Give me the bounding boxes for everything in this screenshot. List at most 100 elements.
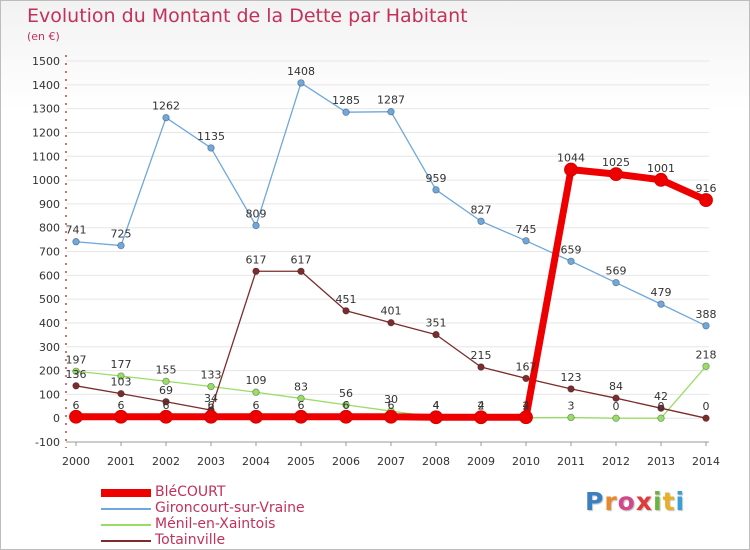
y-tick-label: 700	[39, 246, 60, 259]
y-tick-label: 600	[39, 269, 60, 282]
data-point	[162, 113, 170, 122]
data-point	[72, 238, 80, 246]
data-point	[657, 414, 665, 422]
data-label: 218	[696, 348, 717, 361]
data-label: 2	[478, 400, 485, 413]
x-tick-label: 2005	[287, 455, 315, 468]
data-point	[612, 394, 620, 402]
y-tick-label: 1200	[32, 126, 60, 139]
data-point	[567, 385, 575, 393]
data-point	[702, 414, 710, 422]
data-label: 4	[433, 399, 440, 412]
data-point	[429, 410, 443, 425]
y-tick-label: 500	[39, 293, 60, 306]
data-point	[522, 374, 530, 383]
data-label: 1025	[602, 156, 630, 169]
data-point	[342, 401, 350, 409]
legend-label: Ménil-en-Xaintois	[155, 516, 276, 532]
data-label: 197	[66, 353, 87, 366]
data-label: 827	[471, 203, 492, 216]
data-point	[564, 162, 578, 177]
logo-letter: r	[604, 487, 618, 516]
y-tick-label: 1500	[32, 55, 60, 68]
legend-swatch	[101, 540, 151, 542]
data-point	[522, 237, 530, 245]
data-point	[477, 363, 485, 371]
y-tick-label: 100	[39, 388, 60, 401]
data-label: 6	[208, 399, 215, 412]
data-point	[339, 409, 353, 424]
y-tick-label: 900	[39, 198, 60, 211]
chart-subtitle: (en €)	[27, 30, 60, 43]
data-point	[162, 377, 170, 385]
data-point	[72, 382, 80, 390]
y-tick-label: 1400	[32, 79, 60, 92]
data-point	[72, 367, 80, 375]
data-point	[612, 278, 620, 287]
data-label: 6	[163, 399, 170, 412]
data-point	[117, 389, 125, 398]
y-tick-label: 0	[53, 412, 60, 425]
x-tick-label: 2002	[152, 455, 180, 468]
y-tick-label: 1000	[32, 174, 60, 187]
data-label: 6	[388, 399, 395, 412]
data-label: 0	[613, 400, 620, 413]
data-point	[117, 372, 125, 380]
legend-swatch	[101, 524, 151, 526]
data-label: 56	[339, 387, 353, 400]
data-label: 745	[516, 223, 537, 236]
data-label: 1262	[152, 100, 180, 113]
proxiti-logo: Proxiti	[585, 487, 685, 516]
data-point	[249, 409, 263, 424]
logo-letter: x	[635, 487, 653, 516]
x-tick-label: 2000	[62, 455, 90, 468]
data-label: 30	[384, 393, 398, 406]
data-label: 4	[433, 399, 440, 412]
data-label: 569	[606, 265, 627, 278]
data-point	[384, 409, 398, 424]
x-tick-label: 2009	[467, 455, 495, 468]
logo-letter: i	[653, 487, 663, 516]
x-tick-label: 2014	[692, 455, 720, 468]
x-tick-label: 2013	[647, 455, 675, 468]
data-label: 6	[298, 399, 305, 412]
data-label: 69	[159, 384, 173, 397]
data-label: 1285	[332, 94, 360, 107]
data-point	[342, 108, 350, 116]
data-point	[477, 217, 485, 225]
data-label: 4	[478, 399, 485, 412]
x-tick-label: 2006	[332, 455, 360, 468]
legend-swatch	[101, 508, 151, 510]
data-label: 809	[246, 208, 267, 221]
logo-letter: t	[662, 487, 676, 516]
data-label: 451	[336, 293, 357, 306]
data-point	[702, 322, 710, 330]
x-tick-label: 2010	[512, 455, 540, 468]
x-tick-label: 2008	[422, 455, 450, 468]
data-label: 3	[568, 399, 575, 412]
legend-label: Gironcourt-sur-Vraine	[155, 500, 305, 516]
data-label: 659	[561, 243, 582, 256]
data-point	[297, 267, 305, 275]
y-tick-label: 800	[39, 222, 60, 235]
data-label: 83	[294, 380, 308, 393]
data-point	[609, 167, 623, 182]
data-label: 103	[111, 376, 132, 389]
data-label: 1001	[647, 162, 675, 175]
logo-letter: P	[585, 487, 605, 516]
legend-label: Totainville	[155, 532, 226, 548]
data-point	[342, 307, 350, 315]
data-point	[702, 362, 710, 370]
data-label: 401	[381, 305, 402, 318]
x-tick-label: 2001	[107, 455, 135, 468]
data-label: 351	[426, 317, 447, 330]
logo-letter: o	[617, 487, 636, 516]
data-point	[204, 409, 218, 424]
data-label: 84	[609, 380, 623, 393]
data-point	[387, 318, 395, 327]
data-point	[114, 409, 128, 424]
data-label: 6	[73, 399, 80, 412]
data-point	[252, 221, 260, 230]
